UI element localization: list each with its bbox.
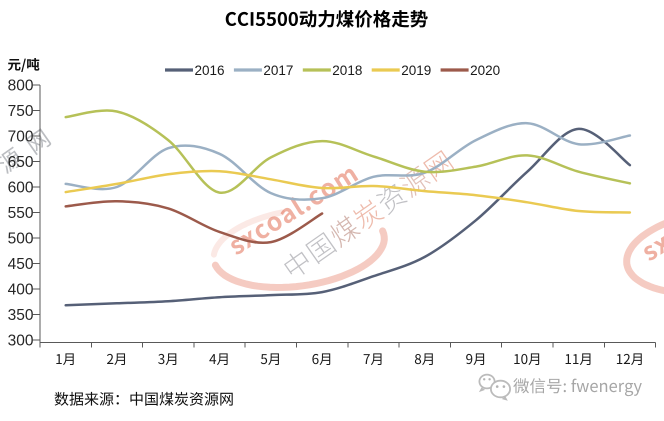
svg-text:2020: 2020 (470, 63, 500, 78)
svg-text:2016: 2016 (195, 63, 225, 78)
svg-text:2017: 2017 (263, 63, 293, 78)
svg-text:450: 450 (8, 256, 34, 273)
svg-text:550: 550 (8, 205, 34, 222)
svg-text:400: 400 (8, 281, 34, 298)
svg-text:600: 600 (8, 179, 34, 196)
svg-text:750: 750 (8, 103, 34, 120)
svg-text:800: 800 (8, 77, 34, 94)
svg-text:300: 300 (8, 332, 34, 349)
svg-text:350: 350 (8, 307, 34, 324)
svg-text:500: 500 (8, 230, 34, 247)
svg-text:2018: 2018 (332, 63, 362, 78)
svg-text:700: 700 (8, 128, 34, 145)
svg-text:2019: 2019 (401, 63, 431, 78)
svg-text:650: 650 (8, 154, 34, 171)
